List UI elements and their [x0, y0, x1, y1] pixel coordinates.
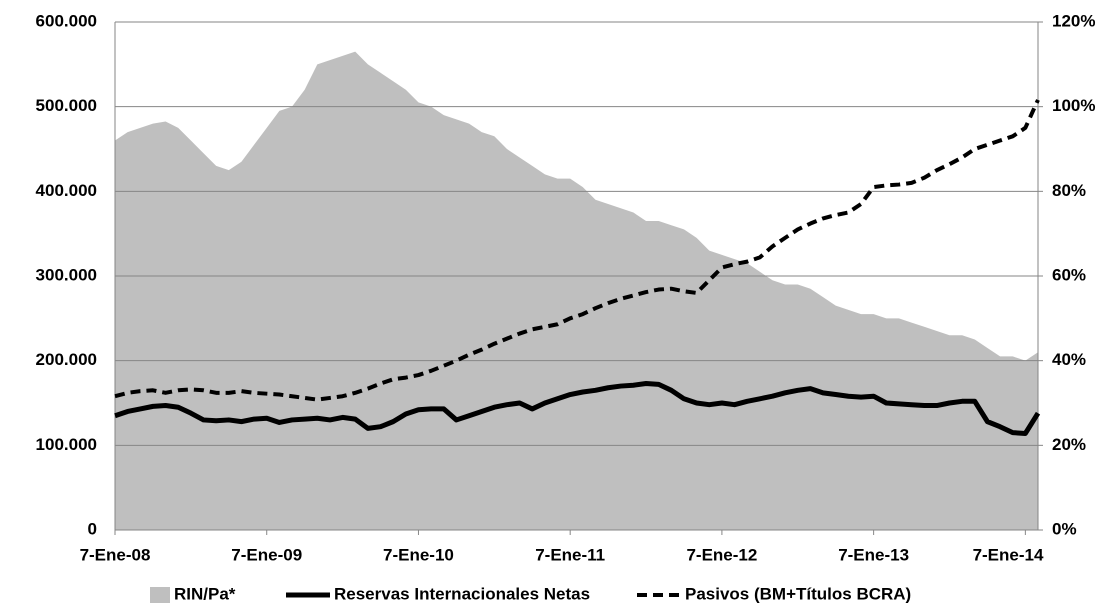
legend-label: RIN/Pa*	[174, 584, 236, 603]
legend-label: Pasivos (BM+Títulos BCRA)	[685, 584, 911, 603]
area	[115, 51, 1038, 531]
x-tick-label: 7-Ene-08	[80, 545, 151, 564]
legend-swatch	[150, 587, 170, 603]
legend-label: Reservas Internacionales Netas	[334, 584, 590, 603]
y2-tick-label: 80%	[1052, 181, 1086, 200]
y-tick-label: 200.000	[36, 350, 97, 369]
x-tick-label: 7-Ene-14	[973, 545, 1044, 564]
y2-tick-label: 100%	[1052, 96, 1095, 115]
line	[114, 99, 1040, 402]
y-tick-label: 100.000	[36, 435, 97, 454]
y-tick-label: 500.000	[36, 96, 97, 115]
x-tick-label: 7-Ene-10	[383, 545, 454, 564]
y2-tick-label: 20%	[1052, 435, 1086, 454]
y-tick-label: 0	[88, 519, 97, 538]
x-tick-label: 7-Ene-12	[686, 545, 757, 564]
y-tick-label: 400.000	[36, 181, 97, 200]
y-tick-label: 300.000	[36, 265, 97, 284]
y2-tick-label: 0%	[1052, 519, 1077, 538]
x-tick-label: 7-Ene-11	[535, 545, 605, 564]
line	[114, 381, 1041, 436]
y2-tick-label: 60%	[1052, 265, 1086, 284]
y2-tick-label: 120%	[1052, 11, 1095, 30]
x-tick-label: 7-Ene-13	[838, 545, 909, 564]
x-tick-label: 7-Ene-09	[231, 545, 302, 564]
y-tick-label: 600.000	[36, 11, 97, 30]
y2-tick-label: 40%	[1052, 350, 1086, 369]
